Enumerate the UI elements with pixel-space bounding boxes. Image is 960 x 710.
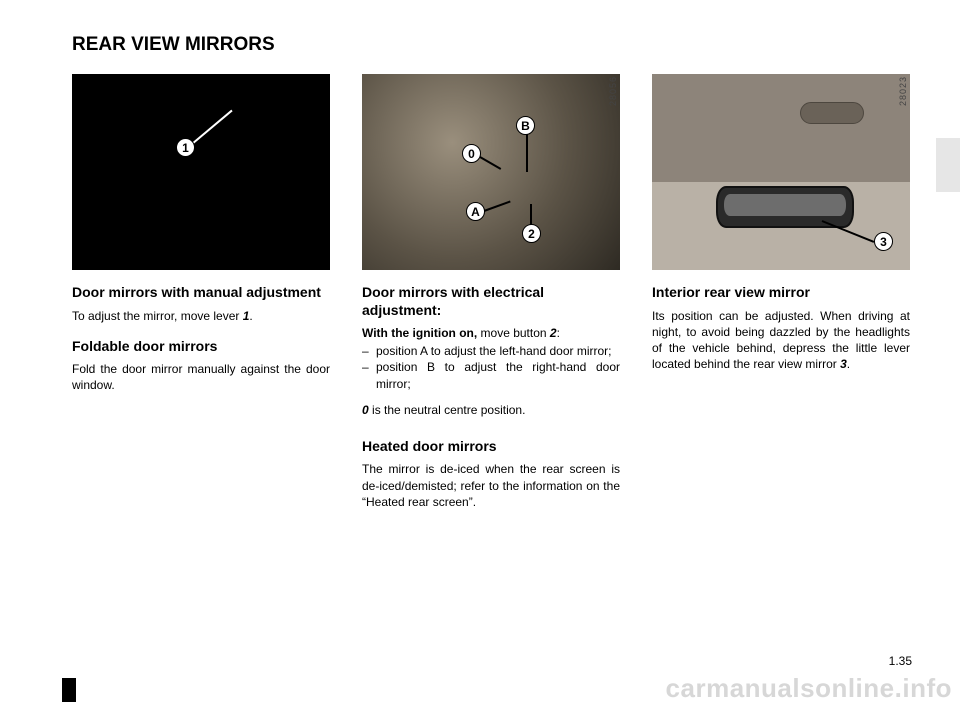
ref-2: 2 [550,326,557,340]
list-item: – position A to adjust the left-hand doo… [362,343,620,359]
text: is the neutral centre position. [369,403,526,417]
leader-line [526,134,528,172]
column-1: 1 Door mirrors with manual adjustment To… [72,74,330,524]
page-title: REAR VIEW MIRRORS [72,34,912,56]
footer-marker [62,678,76,702]
watermark: carmanualsonline.info [666,673,952,704]
text-interior-mirror: Its position can be adjusted. When driv­… [652,308,910,373]
text-bold: With the ignition on, [362,326,481,340]
text: To adjust the mirror, move lever [72,309,243,323]
text-manual-adjust: To adjust the mirror, move lever 1. [72,308,330,324]
columns: 1 Door mirrors with manual adjustment To… [72,74,912,524]
page: REAR VIEW MIRRORS 1 Door mirrors with ma… [0,0,960,524]
text: to adjust the left-hand door mirror; [427,344,611,358]
text: position [376,360,427,374]
column-3: 28023 3 Interior rear view mirror Its po… [652,74,910,524]
callout-1: 1 [176,138,195,157]
side-tab [936,138,960,192]
heading-heated: Heated door mirrors [362,438,620,456]
headliner-slot [800,102,864,124]
photo-bg [362,74,620,270]
text: move button [481,326,550,340]
heading-manual-adjustment: Door mirrors with manual adjustment [72,284,330,302]
callout-A: A [466,202,485,221]
text-neutral: 0 is the neutral centre position. [362,402,620,418]
callout-2: 2 [522,224,541,243]
text-heated: The mirror is de-iced when the rear scre… [362,461,620,510]
ref-B: B [427,360,435,374]
heading-foldable: Foldable door mirrors [72,338,330,356]
photo-id: 28023 [898,76,908,106]
figure-electric-mirror: 28056 B 0 A 2 [362,74,620,270]
dash: – [362,359,376,391]
column-2: 28056 B 0 A 2 Door mirrors with electric… [362,74,620,524]
page-number: 1.35 [889,654,912,668]
photo-id: 28056 [608,76,618,106]
leader-line [530,204,532,226]
heading-electric-adjustment: Door mirrors with electrical adjustment: [362,284,620,319]
text: position [376,344,420,358]
callout-B: B [516,116,535,135]
text: . [249,309,252,323]
text-ignition-on: With the ignition on, move button 2: [362,325,620,341]
callout-3: 3 [874,232,893,251]
text: : [557,326,560,340]
list-text: position A to adjust the left-hand door … [376,343,611,359]
position-list: – position A to adjust the left-hand doo… [362,343,620,392]
interior-mirror-shape [716,186,854,228]
text: . [847,357,850,371]
figure-manual-mirror: 1 [72,74,330,270]
heading-interior-mirror: Interior rear view mirror [652,284,910,302]
callout-0: 0 [462,144,481,163]
ref-3: 3 [840,357,847,371]
list-text: position B to adjust the right-hand door… [376,359,620,391]
ref-0: 0 [362,403,369,417]
text-foldable: Fold the door mirror manually against th… [72,361,330,393]
figure-interior-mirror: 28023 3 [652,74,910,270]
dash: – [362,343,376,359]
list-item: – position B to adjust the right-hand do… [362,359,620,391]
text: Its position can be adjusted. When driv­… [652,309,910,372]
